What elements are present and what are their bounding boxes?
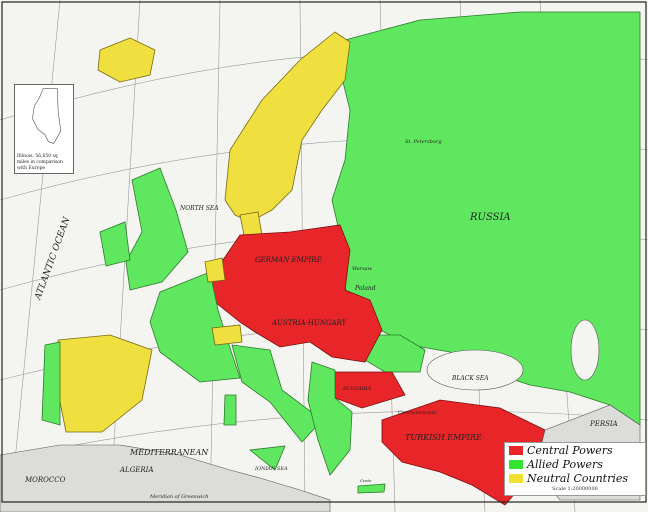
legend-label: Allied Powers (527, 458, 603, 471)
legend-label: Central Powers (527, 444, 613, 457)
illinois-inset: Illinois, 56,650 sq miles in comparison … (14, 84, 74, 174)
label-bulgaria: BULGARIA (342, 386, 372, 392)
label-st-petersburg: St. Petersburg (405, 139, 442, 145)
label-crete: Crete (360, 478, 372, 483)
swatch-central (509, 446, 523, 455)
region-serbia-greece (307, 361, 353, 476)
region-ireland (99, 221, 131, 267)
legend-label: Neutral Countries (527, 472, 629, 485)
region-sicily (248, 445, 286, 471)
swatch-allied (509, 460, 523, 469)
black-sea (426, 349, 524, 391)
label-morocco: MOROCCO (24, 476, 66, 484)
label-russia: RUSSIA (469, 212, 511, 223)
label-black-sea: BLACK SEA (451, 375, 489, 382)
label-turkish-empire: TURKISH EMPIRE (405, 433, 482, 442)
label-ionian-sea: IONIAN SEA (254, 466, 288, 472)
legend-item-allied: Allied Powers (509, 458, 645, 471)
label-poland: Poland (354, 285, 376, 292)
label-algeria: ALGERIA (119, 466, 154, 474)
region-iceland (97, 37, 156, 83)
legend: Central Powers Allied Powers Neutral Cou… (504, 442, 646, 496)
legend-item-neutral: Neutral Countries (509, 472, 645, 485)
label-mediterranean: MEDITERRANEAN (129, 448, 209, 457)
label-greenwich: Meridian of Greenwich (149, 494, 209, 500)
region-switzerland (211, 324, 243, 346)
label-austria: AUSTRIA-HUNGARY (271, 319, 348, 327)
label-north-sea: NORTH SEA (179, 205, 219, 212)
north-africa (0, 444, 331, 512)
region-portugal (41, 341, 61, 426)
region-russia (331, 11, 641, 426)
region-britain (125, 167, 189, 291)
swatch-neutral (509, 474, 523, 483)
scale-label: Scale 1:20000000 (552, 486, 598, 492)
label-persia: PERSIA (589, 420, 618, 428)
region-france (149, 271, 241, 383)
region-netherlands (204, 257, 226, 283)
label-warsaw: Warsaw (352, 266, 373, 272)
label-constantinople: Constantinople (398, 410, 436, 416)
region-italy (231, 344, 323, 443)
label-germany: GERMAN EMPIRE (255, 256, 322, 264)
map-frame (1, 1, 647, 503)
inset-caption: Illinois, 56,650 sq miles in comparison … (17, 154, 63, 171)
legend-item-central: Central Powers (509, 444, 645, 457)
caspian-sea (570, 319, 600, 381)
region-sardinia (223, 394, 237, 426)
region-crete (357, 483, 386, 494)
illinois-outline-icon (32, 88, 62, 144)
